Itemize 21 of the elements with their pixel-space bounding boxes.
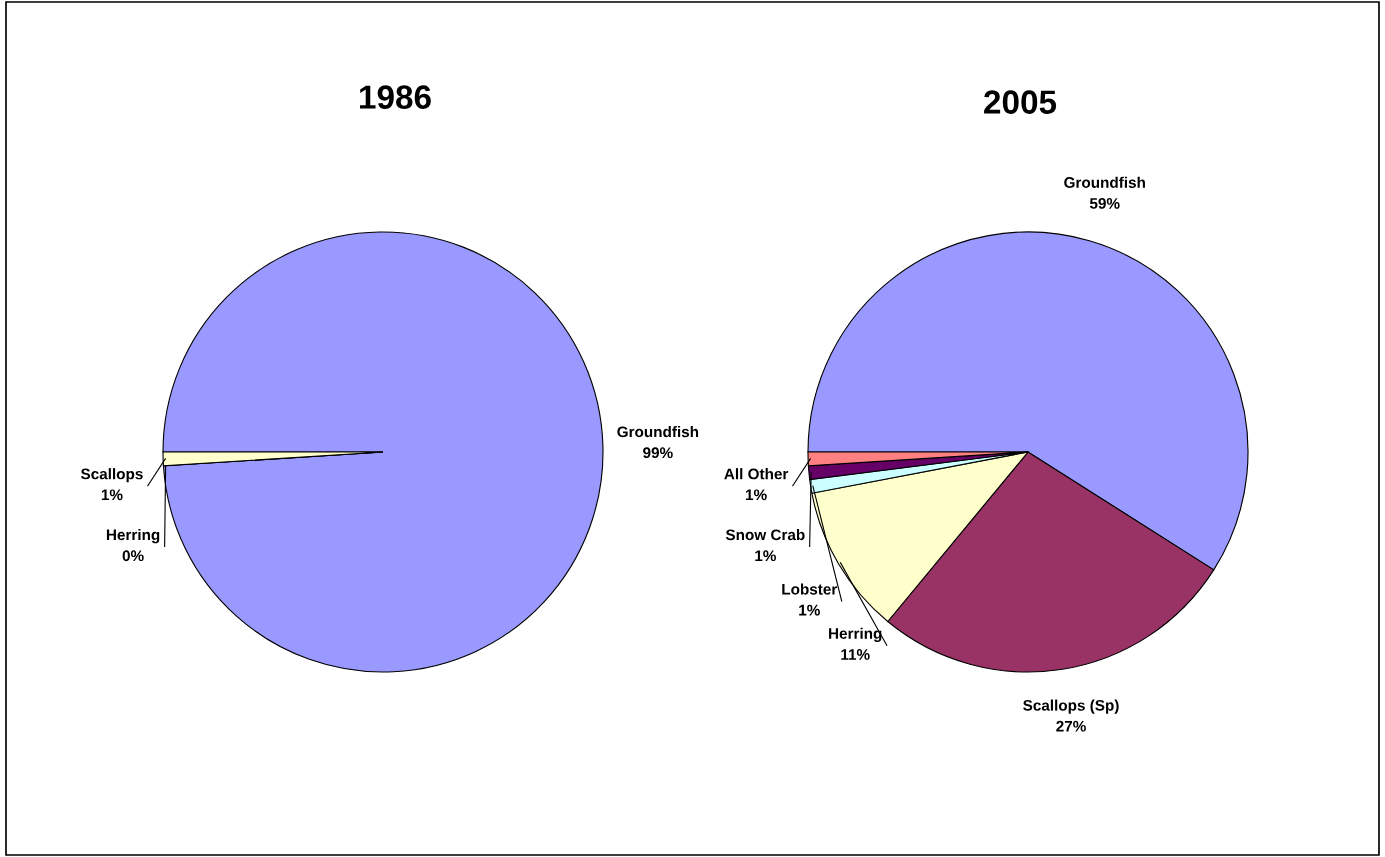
data-label: 1% [746,489,767,501]
slice-label: Groundfish [1064,176,1145,188]
data-label: 27% [1056,720,1086,732]
slice-label: Scallops [80,468,143,483]
chart-title: 1986 [360,85,431,109]
slice-label: Groundfish [617,426,699,438]
data-label: 1% [755,550,776,562]
pie-slice [162,231,604,673]
slice-label: Snow Crab [725,528,805,541]
slice-label: Herring [829,627,882,642]
slice-label: Scallops (Sp) [1023,699,1119,714]
data-label: 11% [841,649,870,660]
data-label: 59% [1089,197,1120,209]
category-label: Herring [106,528,160,544]
text: 0% [122,550,144,562]
data-label: 1% [101,489,123,501]
chart-title: 2005 [984,90,1057,114]
data-label: 1% [799,604,820,616]
data-label: 99% [643,447,673,459]
slice-label: All Other [724,468,789,480]
slice-label: Lobster [782,583,838,595]
